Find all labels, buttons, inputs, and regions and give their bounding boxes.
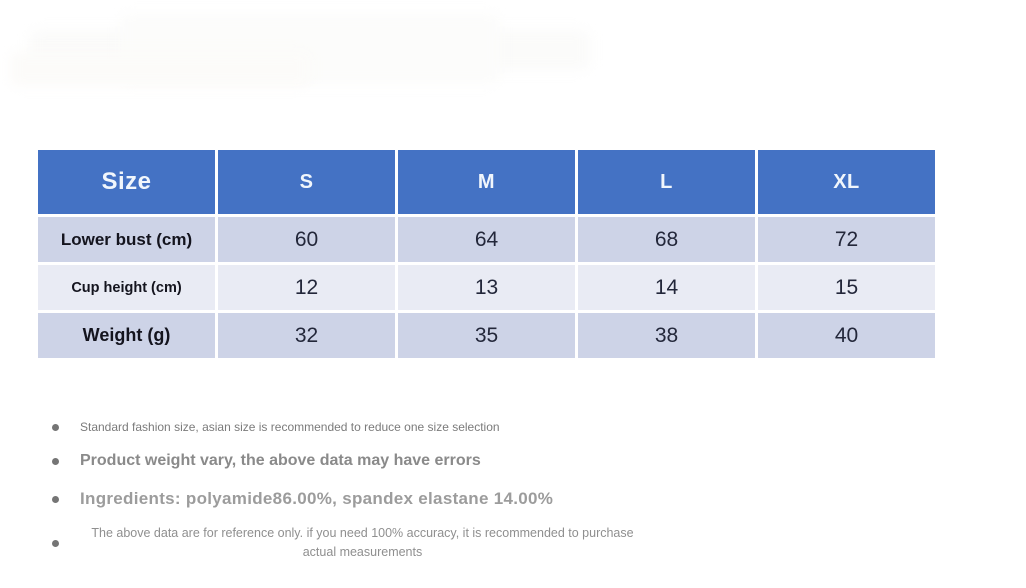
cell-weight-l: 38	[578, 313, 755, 358]
note-item-ingredients: Ingredients: polyamide86.00%, spandex el…	[52, 489, 553, 509]
cell-weight-xl: 40	[758, 313, 935, 358]
cell-lower-bust-l: 68	[578, 217, 755, 262]
cell-weight-m: 35	[398, 313, 575, 358]
faded-watermark-shape	[10, 52, 310, 86]
size-table: Size S M L XL Lower bust (cm) 60 64 68 7…	[38, 150, 935, 358]
cell-cup-height-m: 13	[398, 265, 575, 310]
faded-watermark-shape	[120, 14, 500, 84]
row-label-weight: Weight (g)	[38, 313, 215, 358]
table-header-l: L	[578, 150, 755, 214]
table-header-size: Size	[38, 150, 215, 214]
cell-lower-bust-m: 64	[398, 217, 575, 262]
cell-cup-height-l: 14	[578, 265, 755, 310]
table-header-s: S	[218, 150, 395, 214]
row-label-lower-bust: Lower bust (cm)	[38, 217, 215, 262]
cell-cup-height-s: 12	[218, 265, 395, 310]
note-item-weight-errors: Product weight vary, the above data may …	[52, 452, 481, 470]
bullet-icon	[52, 495, 59, 503]
cell-lower-bust-xl: 72	[758, 217, 935, 262]
cell-weight-s: 32	[218, 313, 395, 358]
faded-watermark	[10, 12, 620, 94]
note-item-sizing: Standard fashion size, asian size is rec…	[52, 420, 500, 434]
note-text: Ingredients: polyamide86.00%, spandex el…	[80, 489, 554, 508]
bullet-icon	[52, 457, 59, 465]
bullet-icon	[52, 423, 59, 431]
cell-cup-height-xl: 15	[758, 265, 935, 310]
note-text: Standard fashion size, asian size is rec…	[80, 420, 500, 434]
cell-lower-bust-s: 60	[218, 217, 395, 262]
note-item-reference-only: The above data are for reference only. i…	[52, 524, 645, 563]
table-header-m: M	[398, 150, 575, 214]
table-header-xl: XL	[758, 150, 935, 214]
row-label-cup-height: Cup height (cm)	[38, 265, 215, 310]
bullet-icon	[52, 539, 59, 547]
note-text: The above data are for reference only. i…	[91, 526, 634, 560]
note-text: Product weight vary, the above data may …	[80, 452, 481, 469]
faded-watermark-shape	[30, 30, 590, 70]
